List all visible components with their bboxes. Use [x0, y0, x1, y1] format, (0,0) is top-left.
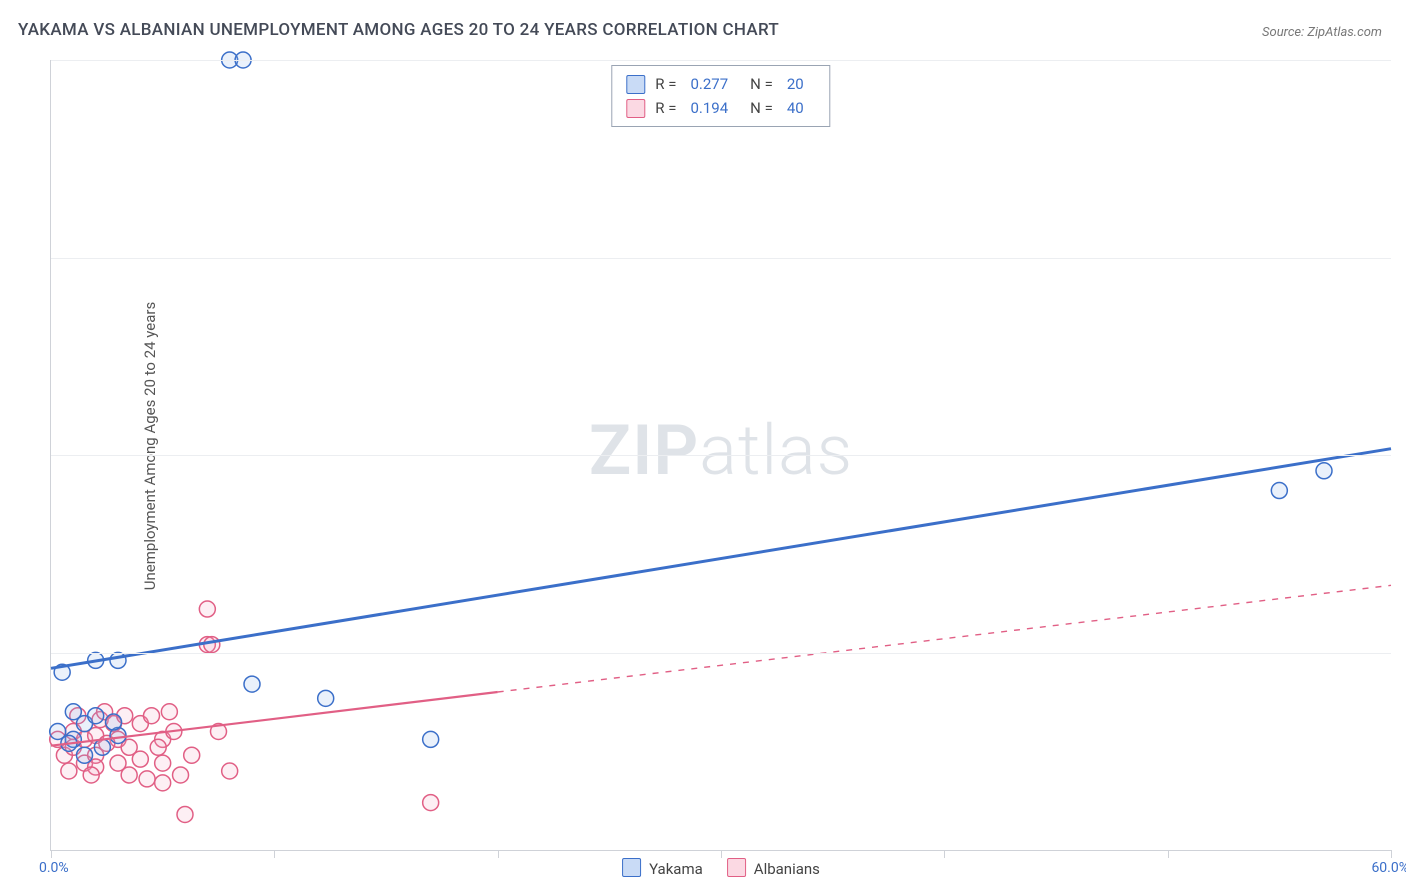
x-tick: [1391, 850, 1392, 858]
x-tick: [721, 850, 722, 858]
series-legend-label: Yakama: [649, 860, 703, 878]
x-tick: [498, 850, 499, 858]
gridline: [51, 455, 1391, 456]
legend-swatch: [622, 858, 641, 877]
x-axis-min-label: 0.0%: [39, 860, 69, 876]
y-tick-label: 75.0%: [1397, 250, 1406, 266]
data-point: [173, 767, 189, 783]
series-legend-label: Albanians: [754, 860, 820, 878]
x-tick: [274, 850, 275, 858]
x-tick: [51, 850, 52, 858]
series-legend: Yakama Albanians: [622, 858, 820, 878]
data-point: [1271, 483, 1287, 499]
data-point: [155, 775, 171, 791]
trend-line: [51, 449, 1391, 669]
data-point: [244, 676, 260, 692]
data-point: [161, 704, 177, 720]
data-point: [132, 751, 148, 767]
source-attribution: Source: ZipAtlas.com: [1262, 25, 1382, 40]
chart-plot-area: ZIPatlas R =0.277N =20R =0.194N =40 Yaka…: [50, 60, 1391, 851]
data-point: [139, 771, 155, 787]
gridline: [51, 653, 1391, 654]
data-point: [110, 652, 126, 668]
gridline: [51, 60, 1391, 61]
trend-line: [498, 585, 1391, 692]
data-point: [106, 714, 122, 730]
x-tick: [944, 850, 945, 858]
series-legend-item: Yakama: [622, 858, 703, 878]
data-point: [423, 731, 439, 747]
data-point: [423, 795, 439, 811]
data-point: [65, 704, 81, 720]
y-tick-label: 100.0%: [1397, 52, 1406, 68]
legend-swatch: [727, 858, 746, 877]
data-point: [61, 763, 77, 779]
y-tick-label: 50.0%: [1397, 447, 1406, 463]
data-point: [144, 708, 160, 724]
data-point: [94, 739, 110, 755]
data-point: [83, 767, 99, 783]
y-tick-label: 25.0%: [1397, 645, 1406, 661]
data-point: [199, 601, 215, 617]
series-legend-item: Albanians: [727, 858, 820, 878]
data-point: [77, 747, 93, 763]
data-point: [155, 755, 171, 771]
gridline: [51, 258, 1391, 259]
chart-title: YAKAMA VS ALBANIAN UNEMPLOYMENT AMONG AG…: [18, 20, 779, 40]
data-point: [184, 747, 200, 763]
x-tick: [1168, 850, 1169, 858]
x-axis-max-label: 60.0%: [1371, 860, 1406, 876]
data-point: [88, 708, 104, 724]
data-point: [1316, 463, 1332, 479]
data-point: [204, 637, 220, 653]
data-point: [177, 806, 193, 822]
data-point: [222, 763, 238, 779]
data-point: [150, 739, 166, 755]
data-point: [110, 755, 126, 771]
data-point: [318, 690, 334, 706]
